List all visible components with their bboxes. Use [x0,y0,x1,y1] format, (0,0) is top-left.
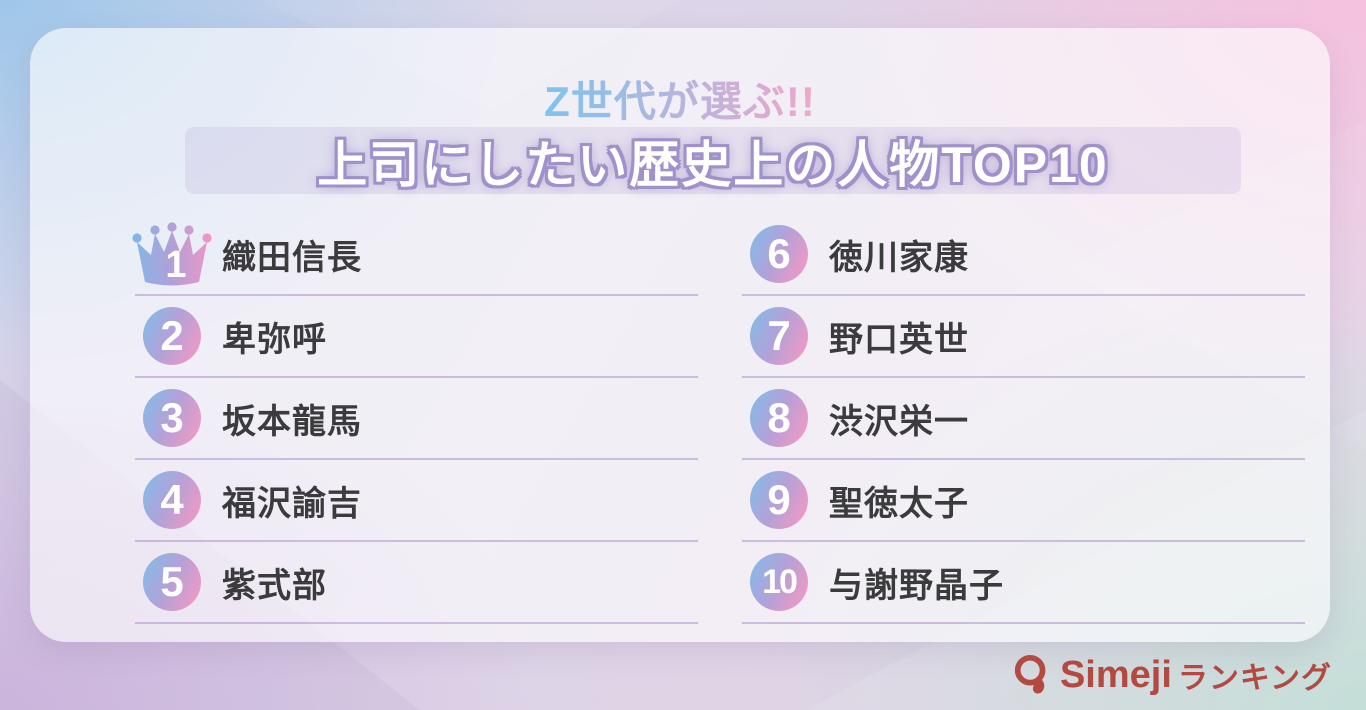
rank-badge: 7 [750,307,808,365]
ranking-card: Z世代が選ぶ!! 上司にしたい歴史上の人物TOP10 [30,28,1330,642]
person-name: 福沢諭吉 [222,484,362,523]
person-name: 紫式部 [222,566,327,605]
ranking-item-10: 10 与謝野晶子 [742,542,1305,624]
person-name: 卑弥呼 [222,320,327,359]
rank-badge: 9 [750,471,808,529]
rank-number: 1 [165,244,187,286]
ranking-item-9: 9 聖徳太子 [742,460,1305,542]
ranking-column-left: 1 織田信長 2 卑弥呼 3 坂本龍馬 4 福沢諭吉 5 紫式部 [132,214,698,624]
rank-badge: 5 [143,553,201,611]
person-name: 野口英世 [829,320,969,359]
rank-badge: 3 [143,389,201,447]
speech-bubble-icon [1014,654,1046,694]
person-name: 聖徳太子 [829,484,969,523]
person-name: 渋沢栄一 [829,402,969,441]
brand-suffix: ランキング [1177,662,1332,695]
rank-badge: 6 [750,225,808,283]
ranking-item-8: 8 渋沢栄一 [742,378,1305,460]
ranking-list: 1 織田信長 2 卑弥呼 3 坂本龍馬 4 福沢諭吉 5 紫式部 [132,214,1305,624]
page-title: 上司にしたい歴史上の人物TOP10 [317,136,1109,193]
brand-name: Simeji [1059,653,1172,696]
rank-badge: 8 [750,389,808,447]
person-name: 織田信長 [222,238,362,277]
ranking-item-2: 2 卑弥呼 [135,296,698,378]
subtitle: Z世代が選ぶ!! [30,68,1330,129]
person-name: 坂本龍馬 [222,402,362,441]
ranking-column-right: 6 徳川家康 7 野口英世 8 渋沢栄一 9 聖徳太子 10 与謝野晶子 [742,214,1305,624]
rank-badge: 10 [750,553,808,611]
brand-logo: Simeji ランキング [1012,653,1332,697]
person-name: 徳川家康 [829,238,969,277]
ranking-item-1: 1 織田信長 [132,214,698,296]
rank-badge: 4 [143,471,201,529]
ranking-item-5: 5 紫式部 [135,542,698,624]
ranking-item-7: 7 野口英世 [742,296,1305,378]
ranking-item-6: 6 徳川家康 [742,214,1305,296]
person-name: 与謝野晶子 [829,566,1004,605]
crown-icon: 1 [132,221,212,287]
rank-badge: 2 [143,307,201,365]
title-bar: 上司にしたい歴史上の人物TOP10 [185,127,1241,194]
ranking-item-3: 3 坂本龍馬 [135,378,698,460]
ranking-item-4: 4 福沢諭吉 [135,460,698,542]
